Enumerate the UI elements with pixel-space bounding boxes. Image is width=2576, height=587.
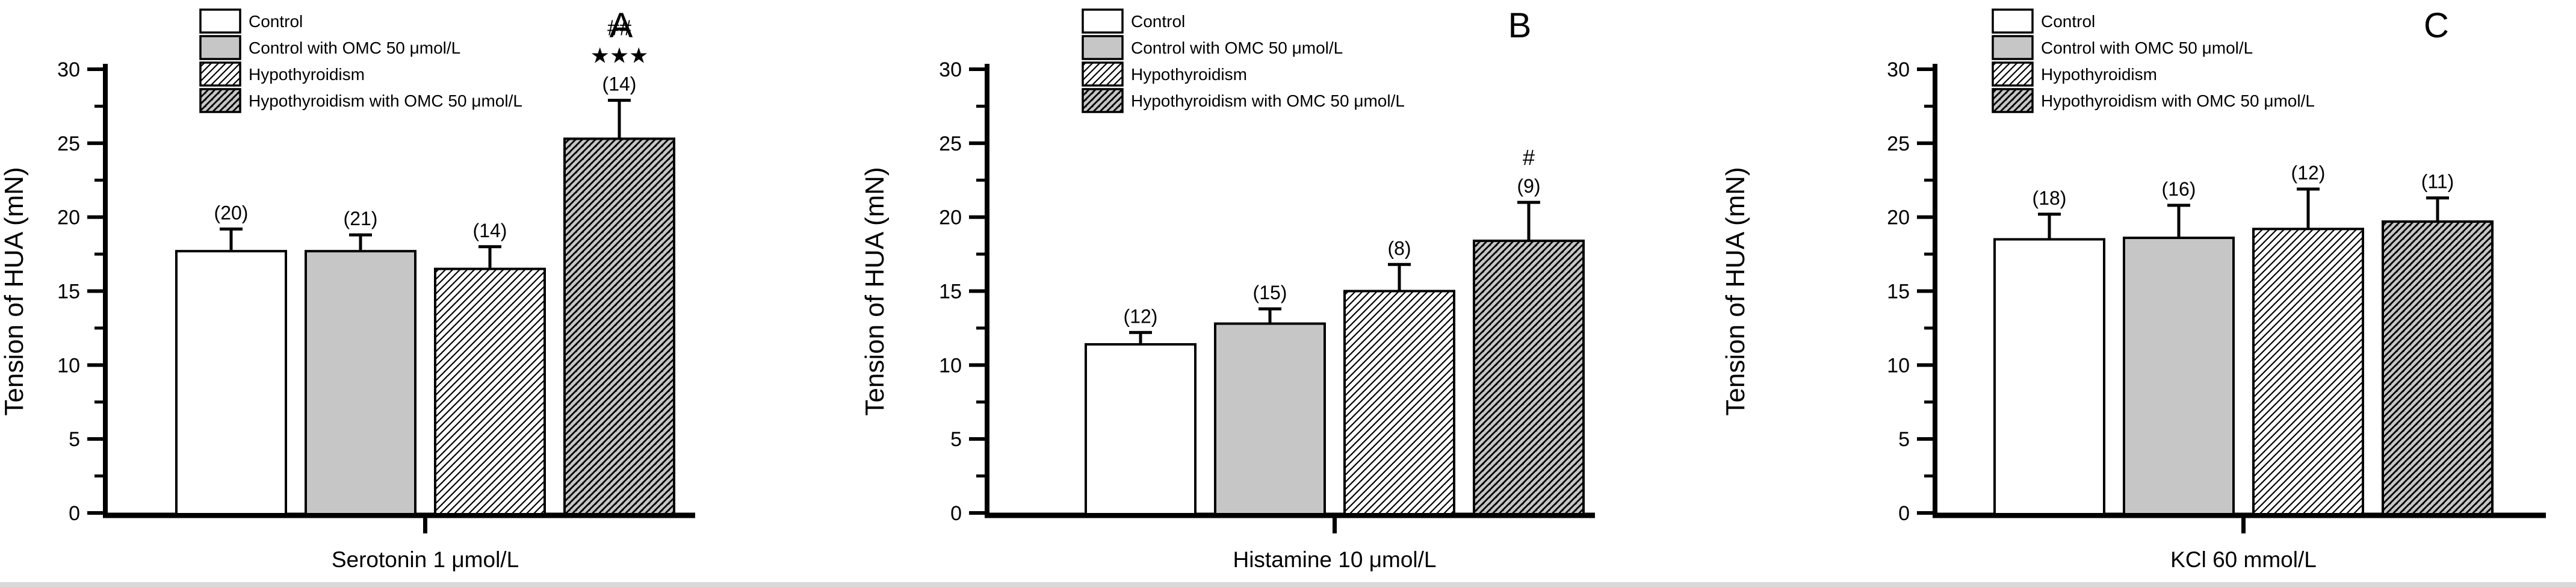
bar	[1343, 290, 1455, 515]
panel-a: 0 5 10 15 20 25 30 Serotonin 1 μmol/L Tension of…	[0, 6, 695, 572]
bar	[1993, 238, 2105, 515]
count-label: (16)	[2162, 178, 2196, 200]
panel-letter: C	[2424, 6, 2449, 45]
count-label: (12)	[1124, 305, 1158, 327]
legend-swatch	[1992, 61, 2034, 87]
legend-swatch	[1082, 61, 1124, 87]
legend-label: Control with OMC 50 μmol/L	[2041, 39, 2253, 57]
bottom-divider	[0, 582, 2576, 587]
legend-swatch	[1082, 35, 1124, 60]
legend-label: Control	[2041, 12, 2095, 31]
legend-label: Hypothyroidism with OMC 50 μmol/L	[2041, 92, 2315, 110]
y-tick-label: 25	[939, 132, 962, 155]
bar	[175, 250, 287, 515]
bar	[2252, 228, 2364, 515]
count-label: (18)	[2033, 187, 2067, 209]
y-tick-label: 10	[939, 354, 962, 377]
y-tick-label: 30	[57, 58, 80, 81]
y-tick-label: 20	[57, 207, 80, 229]
legend-swatch	[1992, 35, 2034, 60]
count-label: (21)	[344, 208, 378, 229]
x-axis-label: Histamine 10 μmol/L	[1233, 547, 1436, 572]
legend-swatch	[199, 88, 241, 113]
y-tick-label: 5	[1898, 428, 1910, 451]
bar	[1214, 322, 1326, 516]
count-label: (20)	[214, 202, 249, 223]
panel-c: 0 5 10 15 20 25 30 KCl 60 mmol/L Tension of HUA …	[1721, 6, 2546, 572]
y-tick-label: 30	[1887, 58, 1910, 81]
count-label: (9)	[1517, 175, 1540, 197]
bar	[2123, 237, 2235, 515]
count-label: (15)	[1253, 282, 1287, 303]
panel-letter: B	[1508, 6, 1532, 45]
count-label: (11)	[2421, 171, 2454, 193]
legend-swatch	[1082, 8, 1124, 34]
count-label: (14)	[602, 73, 637, 95]
y-axis-title: Tension of HUA (mN)	[0, 167, 29, 415]
y-tick-label: 25	[57, 132, 80, 155]
legend-label: Control	[1131, 12, 1185, 31]
bar	[434, 267, 546, 515]
legend-swatch	[1992, 8, 2034, 34]
legend-label: Hypothyroidism with OMC 50 μmol/L	[249, 92, 522, 110]
y-tick-label: 15	[939, 280, 962, 303]
significance-label: #	[1523, 145, 1535, 170]
y-tick-label: 15	[57, 280, 80, 303]
legend-label: Hypothyroidism	[1131, 65, 1247, 84]
panels-group: 0 5 10 15 20 25 30 Serotonin 1 μmol/L Tension of…	[0, 6, 2546, 572]
legend-swatch	[1992, 88, 2034, 113]
legend-label: Control	[249, 12, 303, 31]
bar	[1473, 239, 1585, 515]
y-axis-title: Tension of HUA (mN)	[860, 167, 890, 415]
bar	[305, 250, 416, 515]
y-tick-label: 0	[69, 502, 80, 525]
y-tick-label: 10	[57, 354, 80, 377]
y-tick-label: 0	[950, 502, 962, 525]
panel-b: 0 5 10 15 20 25 30 Histamine 10 μmol/L Tension o…	[860, 6, 1595, 572]
legend-label: Control with OMC 50 μmol/L	[1131, 39, 1343, 57]
y-tick-label: 20	[1887, 207, 1910, 229]
legend-swatch	[1082, 88, 1124, 113]
significance-label: ##	[607, 16, 631, 40]
legend-label: Hypothyroidism	[249, 65, 365, 84]
count-label: (12)	[2291, 162, 2326, 184]
bar	[1085, 343, 1197, 516]
legend-swatch	[199, 8, 241, 34]
y-tick-label: 30	[939, 58, 962, 81]
bar	[2382, 220, 2494, 515]
bar	[563, 137, 675, 516]
x-axis-label: Serotonin 1 μmol/L	[332, 547, 519, 572]
y-tick-label: 15	[1887, 280, 1910, 303]
y-tick-label: 0	[1898, 502, 1910, 525]
y-tick-label: 5	[69, 428, 80, 451]
panel-letter: A	[610, 6, 633, 45]
y-tick-label: 25	[1887, 132, 1910, 155]
legend-label: Hypothyroidism	[2041, 65, 2157, 84]
count-label: (14)	[473, 220, 507, 241]
legend-swatch	[199, 35, 241, 60]
legend-swatch	[199, 61, 241, 87]
count-label: (8)	[1387, 237, 1411, 259]
y-tick-label: 5	[950, 428, 962, 451]
y-tick-label: 10	[1887, 354, 1910, 377]
y-tick-label: 20	[939, 207, 962, 229]
x-axis-label: KCl 60 mmol/L	[2170, 547, 2317, 572]
legend-label: Hypothyroidism with OMC 50 μmol/L	[1131, 92, 1405, 110]
legend-label: Control with OMC 50 μmol/L	[249, 39, 460, 57]
significance-label: ★★★	[590, 43, 649, 68]
y-axis-title: Tension of HUA (mN)	[1721, 167, 1750, 415]
